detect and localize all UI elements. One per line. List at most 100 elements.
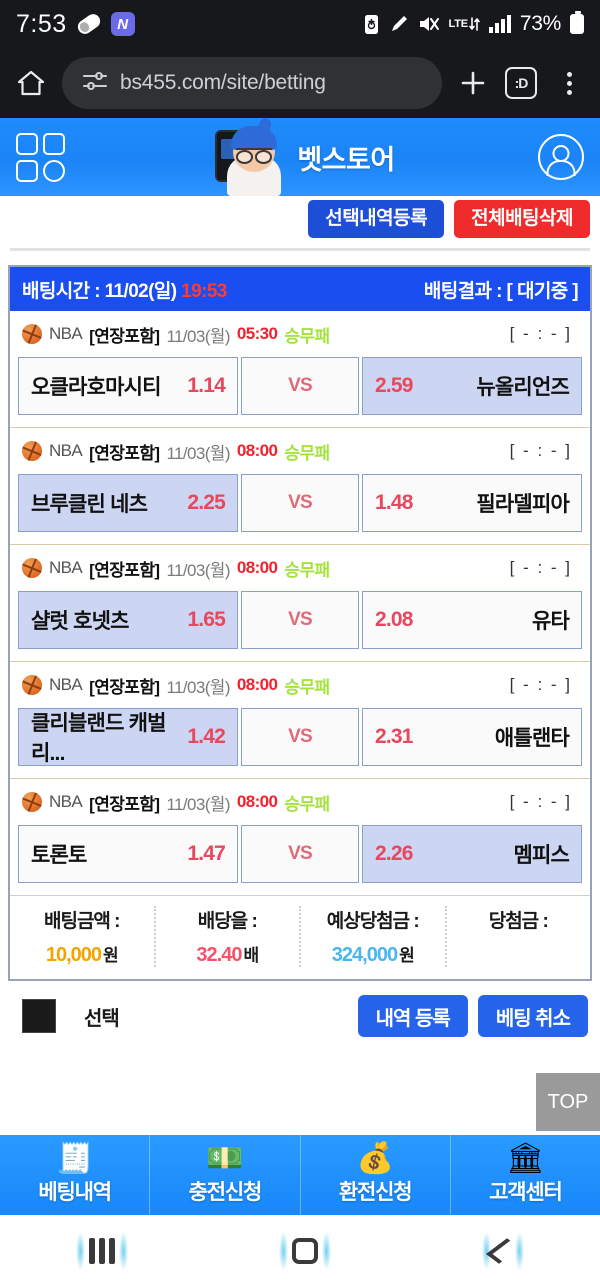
status-clock: 7:53 [16,9,67,38]
away-odds-cell[interactable]: 2.26 멤피스 [362,825,582,883]
home-icon[interactable] [14,68,48,98]
slip-result-close: ] [572,280,578,302]
bottom-nav-item[interactable]: 💵 충전신청 [150,1135,301,1215]
betting-slip-card: 배팅시간 : 11/02(일) 19:53 배팅결과 : [ 대기중 ] NBA… [8,265,592,981]
away-odds-cell[interactable]: 2.31 애틀랜타 [362,708,582,766]
bottom-nav-item[interactable]: 💰 환전신청 [300,1135,451,1215]
match-info: NBA [연장포함] 11/03(월) 08:00 승무패 [ - : - ] [16,779,584,825]
bet-type-label: 승무패 [284,794,330,814]
away-odds-cell[interactable]: 1.48 필라델피아 [362,474,582,532]
grid-menu-icon[interactable] [16,132,65,182]
mute-icon [418,14,440,34]
match-time: 05:30 [236,324,278,343]
bottom-nav-item[interactable]: 🏛 고객센터 [450,1135,600,1215]
plus-icon[interactable] [456,68,490,98]
odds-row: 토론토 1.47 VS 2.26 멤피스 [16,825,584,895]
slip-time-label: 배팅시간 : [22,280,101,302]
lte-icon: LTE [449,16,480,32]
total-label: 당첨금 : [488,911,549,932]
tab-switcher-icon[interactable]: :D [504,67,538,99]
away-odd-value: 2.59 [375,374,413,397]
total-value-wrap [517,941,519,964]
total-label: 배팅금액 : [43,911,121,932]
total-unit: 원 [103,946,119,965]
user-account-icon[interactable] [538,134,584,180]
league-label: NBA [49,792,83,811]
match-score: [ - : - ] [509,558,572,577]
register-selected-button[interactable]: 선택내역등록 [308,200,445,238]
site-header: 벳스토어 [0,118,600,196]
total-column: 배당을 : 32.40 배 [156,906,301,967]
home-odds-cell[interactable]: 브루클린 네츠 2.25 [18,474,238,532]
match-time: 08:00 [236,441,278,460]
home-odds-cell[interactable]: 토론토 1.47 [18,825,238,883]
away-odds-cell[interactable]: 2.08 유타 [362,591,582,649]
away-odd-value: 1.48 [375,491,413,514]
mascot-icon [205,118,291,196]
away-odds-cell[interactable]: 2.59 뉴올리언즈 [362,357,582,415]
basketball-icon [22,324,42,344]
cash-icon: 💵 [206,1142,244,1175]
money-bag-icon: 💰 [356,1142,394,1175]
vs-cell: VS [241,357,359,415]
home-icon[interactable] [278,1232,331,1270]
overtime-label: [연장포함] [89,677,160,697]
home-odd-value: 1.47 [187,842,225,865]
bottom-nav-item[interactable]: 🧾 베팅내역 [0,1135,151,1215]
away-odd-value: 2.31 [375,725,413,748]
match-time: 08:00 [236,792,278,811]
site-settings-icon[interactable] [82,70,108,97]
bet-type-label: 승무패 [284,677,330,697]
recents-icon[interactable] [75,1232,128,1270]
address-bar[interactable]: bs455.com/site/betting [62,57,442,109]
total-label: 예상당첨금 : [326,911,420,932]
home-odds-cell[interactable]: 샬럿 호넷츠 1.65 [18,591,238,649]
android-status-bar: 7:53 N LTE 73% [0,0,600,48]
register-history-button[interactable]: 내역 등록 [357,995,468,1037]
vs-cell: VS [241,825,359,883]
battery-saver-icon [363,13,380,35]
home-team-name: 토론토 [31,844,87,867]
match-time: 08:00 [236,558,278,577]
back-icon[interactable] [482,1232,525,1270]
receipt-check-icon: 🧾 [55,1142,94,1175]
league-label: NBA [49,324,83,343]
bet-type-label: 승무패 [284,560,330,580]
select-all-label: 선택 [84,1007,120,1030]
bet-type-label: 승무패 [284,443,330,463]
battery-percent: 73% [519,12,561,35]
select-all-checkbox[interactable] [22,999,56,1033]
total-label: 배당을 : [197,911,258,932]
status-badge: 대기중 [516,280,568,302]
home-odds-cell[interactable]: 클리블랜드 캐벌리... 1.42 [18,708,238,766]
scroll-to-top-button[interactable]: TOP [536,1073,600,1131]
top-action-row: 선택내역등록 전체배팅삭제 [0,196,600,248]
kebab-menu-icon[interactable] [552,71,586,95]
match-row: NBA [연장포함] 11/03(월) 08:00 승무패 [ - : - ] 브루클린 네… [10,428,590,545]
overtime-label: [연장포함] [89,443,160,463]
total-unit: 원 [399,946,415,965]
match-score: [ - : - ] [509,441,572,460]
section-divider [10,248,590,251]
slip-result-block: 배팅결과 : [ 대기중 ] [423,276,579,303]
league-label: NBA [49,441,83,460]
delete-all-bets-button[interactable]: 전체배팅삭제 [454,200,590,238]
vs-cell: VS [241,474,359,532]
match-row: NBA [연장포함] 11/03(월) 08:00 승무패 [ - : - ] 클리블랜드 … [10,662,590,779]
total-value-wrap: 324,000 원 [332,941,415,967]
match-date: 11/03(월) [166,326,230,346]
slip-result-label: 배팅결과 : [ [423,280,513,302]
match-info: NBA [연장포함] 11/03(월) 08:00 승무패 [ - : - ] [16,428,584,474]
cancel-bet-button[interactable]: 베팅 취소 [477,995,588,1037]
browser-toolbar: bs455.com/site/betting :D [0,48,600,118]
vs-cell: VS [241,591,359,649]
total-unit: 배 [243,946,259,965]
signal-icon [488,14,511,34]
total-value: 32.40 [196,944,242,966]
total-value: 10,000 [45,944,102,966]
slip-time-clock: 19:53 [181,280,227,302]
home-odds-cell[interactable]: 오클라호마시티 1.14 [18,357,238,415]
home-odd-value: 2.25 [187,491,225,514]
home-team-name: 클리블랜드 캐벌리... [31,712,166,765]
pill-icon [74,11,103,37]
